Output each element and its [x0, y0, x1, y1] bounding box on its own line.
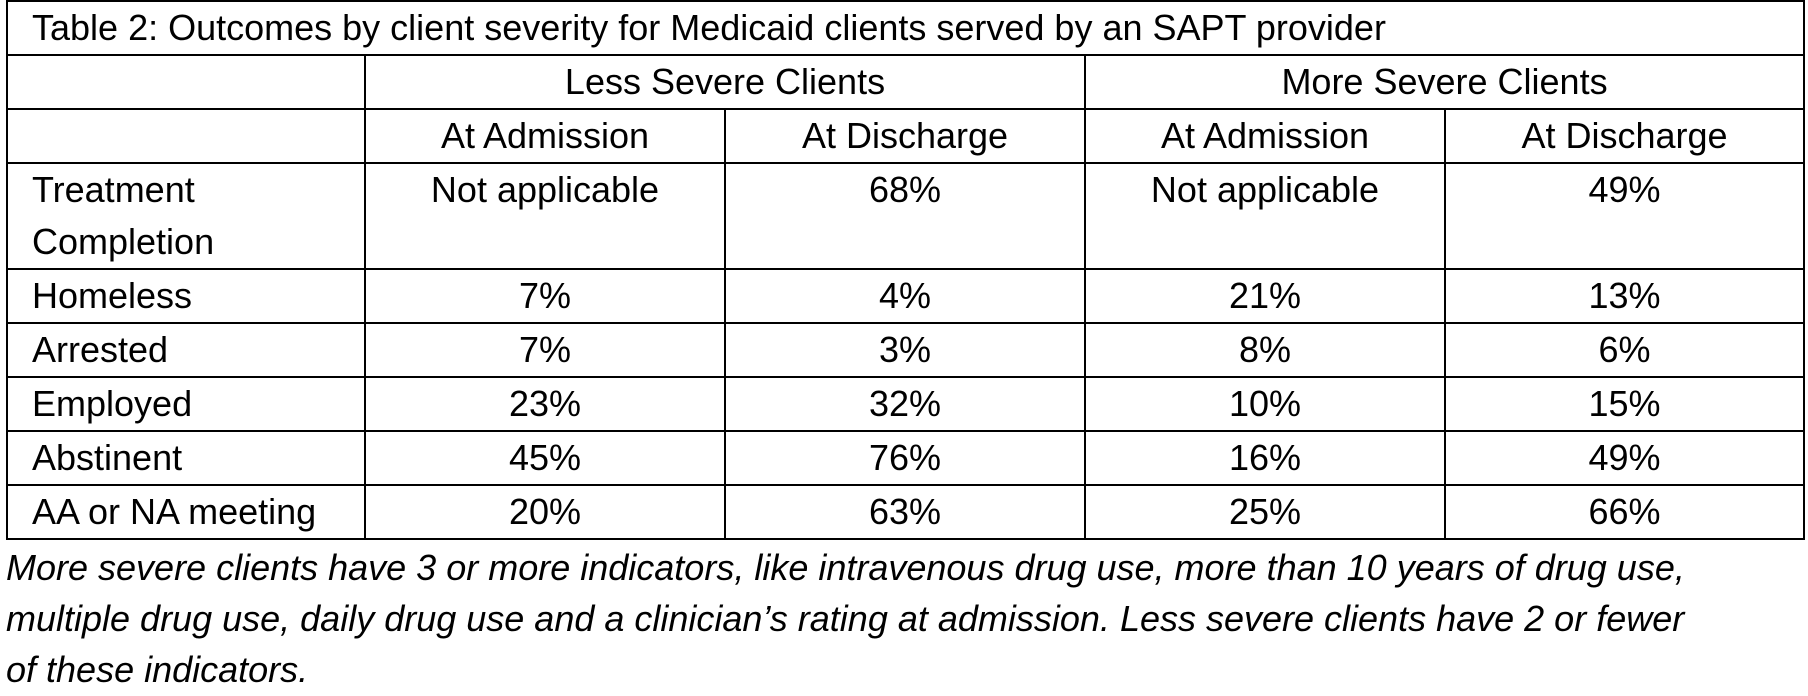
table-row-arrested: Arrested 7% 3% 8% 6%	[6, 322, 1806, 378]
cell-value: 8%	[1084, 322, 1446, 378]
cell-value: 6%	[1443, 322, 1806, 378]
table-footnote: More severe clients have 3 or more indic…	[6, 542, 1803, 695]
cell-value: 45%	[364, 430, 726, 486]
cell-value: 49%	[1443, 162, 1806, 270]
cell-value: 7%	[364, 268, 726, 324]
cell-value: 4%	[724, 268, 1086, 324]
cell-value: 49%	[1443, 430, 1806, 486]
cell-value: Not applicable	[364, 162, 726, 270]
row-label: Homeless	[6, 268, 366, 324]
cell-value: 68%	[724, 162, 1086, 270]
row-label: Treatment Completion	[6, 162, 366, 270]
table-title-row: Table 2: Outcomes by client severity for…	[5, 0, 1806, 56]
cell-value: 15%	[1443, 376, 1806, 432]
row-label: Arrested	[6, 322, 366, 378]
sub-header-row: At Admission At Discharge At Admission A…	[6, 108, 1806, 164]
cell-value: 16%	[1084, 430, 1446, 486]
table-row-aa-na-meeting: AA or NA meeting 20% 63% 25% 66%	[6, 484, 1806, 540]
cell-value: 63%	[724, 484, 1086, 540]
row-label: Employed	[6, 376, 366, 432]
row-label-text: Treatment Completion	[32, 169, 215, 262]
subheader-more-discharge: At Discharge	[1443, 108, 1806, 164]
cell-value: 66%	[1443, 484, 1806, 540]
group-header-row: Less Severe Clients More Severe Clients	[6, 54, 1806, 110]
outcomes-table: Table 2: Outcomes by client severity for…	[5, 0, 1806, 540]
cell-value: 23%	[364, 376, 726, 432]
table-row-abstinent: Abstinent 45% 76% 16% 49%	[6, 430, 1806, 486]
cell-value: 10%	[1084, 376, 1446, 432]
table-row-employed: Employed 23% 32% 10% 15%	[6, 376, 1806, 432]
table-title: Table 2: Outcomes by client severity for…	[5, 0, 1806, 56]
footnote-line: More severe clients have 3 or more indic…	[6, 547, 1685, 588]
cell-value: 7%	[364, 322, 726, 378]
empty-label-header-cell	[6, 108, 366, 164]
footnote-line: of these indicators.	[6, 649, 309, 690]
row-label: AA or NA meeting	[6, 484, 366, 540]
empty-corner-cell	[6, 54, 366, 110]
table-row-treatment-completion: Treatment Completion Not applicable 68% …	[6, 162, 1806, 270]
row-label: Abstinent	[6, 430, 366, 486]
group-header-more-severe: More Severe Clients	[1083, 54, 1806, 110]
table-row-homeless: Homeless 7% 4% 21% 13%	[6, 268, 1806, 324]
group-header-less-severe: Less Severe Clients	[364, 54, 1086, 110]
cell-value: 3%	[724, 322, 1086, 378]
footnote-line: multiple drug use, daily drug use and a …	[6, 598, 1685, 639]
cell-value: 25%	[1084, 484, 1446, 540]
subheader-less-discharge: At Discharge	[724, 108, 1086, 164]
document: Table 2: Outcomes by client severity for…	[5, 0, 1806, 695]
cell-value: Not applicable	[1084, 162, 1446, 270]
cell-value: 21%	[1084, 268, 1446, 324]
cell-value: 76%	[724, 430, 1086, 486]
cell-value: 32%	[724, 376, 1086, 432]
subheader-more-admission: At Admission	[1084, 108, 1446, 164]
subheader-less-admission: At Admission	[364, 108, 726, 164]
cell-value: 13%	[1443, 268, 1806, 324]
cell-value: 20%	[364, 484, 726, 540]
